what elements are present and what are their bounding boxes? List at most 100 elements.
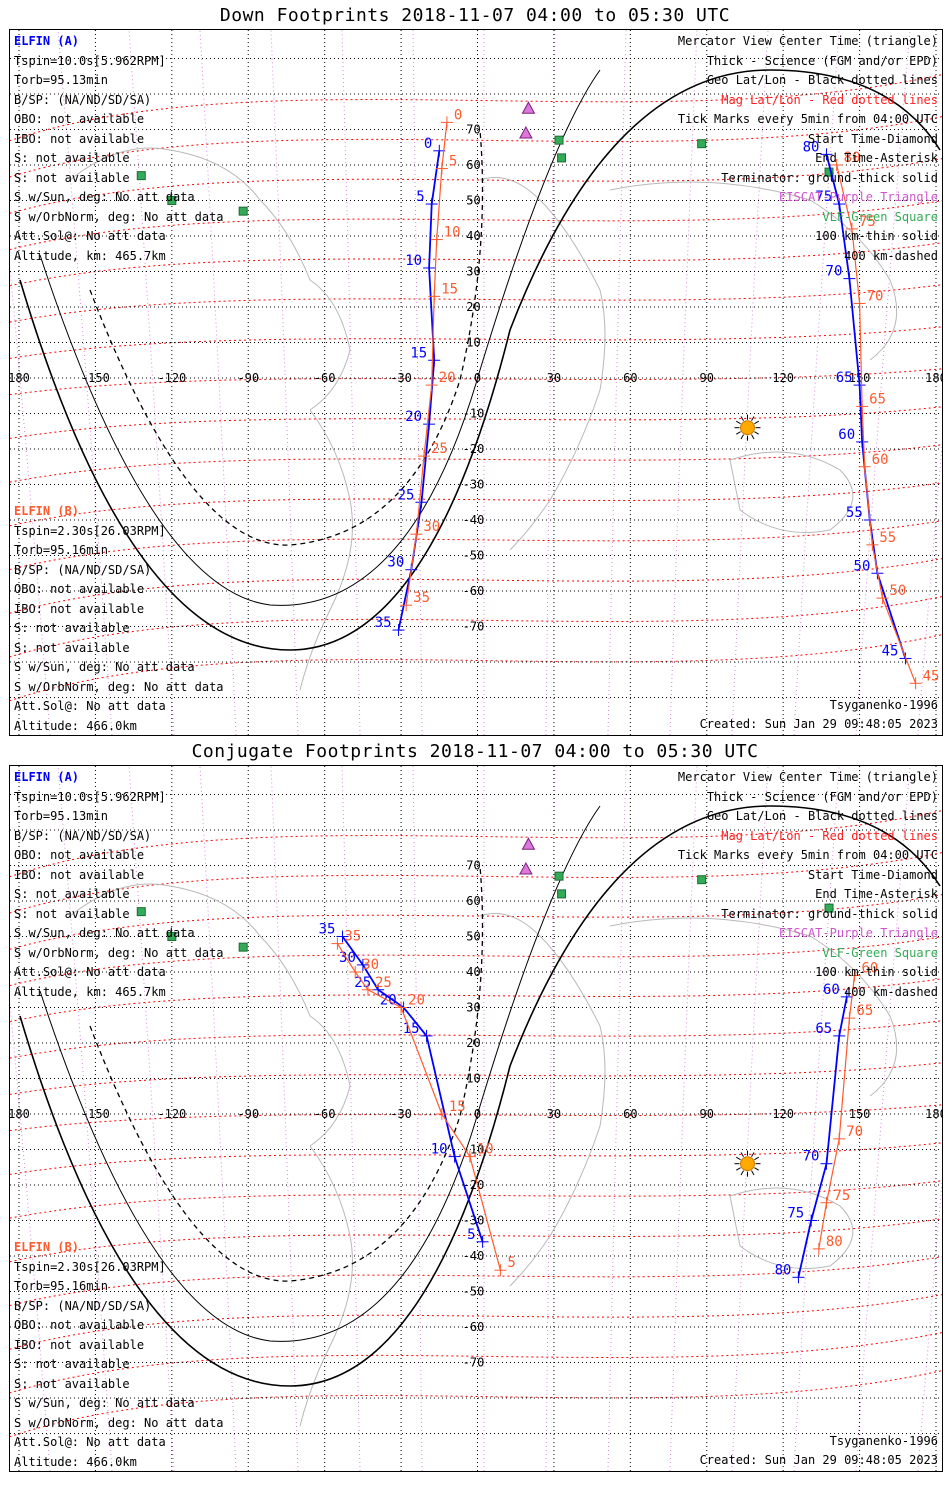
lat-tick-label: -50: [463, 549, 485, 563]
elfin-a-line: IBO: not available: [14, 131, 145, 146]
elfin-a-time-label: 0: [424, 136, 432, 152]
elfin-b-line: B/SP: (NA/ND/SD/SA): [14, 562, 152, 577]
elfin-b-time-label: 55: [879, 530, 896, 546]
elfin-a-line: Altitude, km: 465.7km: [14, 984, 166, 999]
mag-meridian: [199, 766, 237, 1471]
elfin-b-time-label: 20: [408, 993, 425, 1009]
elfin-b-time-label: 5: [449, 154, 457, 170]
elfin-b-line: Att.Sol@: No att data: [14, 699, 166, 713]
legend-item: End Time-Asterisk: [815, 151, 938, 165]
elfin-b-time-label: 35: [344, 929, 361, 945]
legend-item: 400 km-dashed: [844, 984, 938, 999]
lon-tick-label: -150: [81, 371, 110, 385]
lat-tick-label: 20: [466, 300, 480, 314]
elfin-a-line: S: not available: [14, 151, 130, 165]
elfin-a-line: S: not available: [14, 170, 130, 185]
elfin-a-line: S w/OrbNorm, deg: No att data: [14, 945, 224, 960]
sun-ray: [751, 1170, 755, 1176]
elfin-a-track: [397, 150, 441, 631]
lon-tick-label: -120: [157, 371, 186, 385]
panel-1-title: Down Footprints 2018-11-07 04:00 to 05:3…: [219, 5, 731, 26]
elfin-a-time-label: 75: [787, 1206, 804, 1222]
mag-latitude-line: [10, 520, 942, 571]
mag-meridian: [607, 30, 627, 735]
legend-item: Mag Lat/Lon - Red dotted lines: [721, 92, 938, 107]
elfin-b-time-label: 80: [826, 1234, 843, 1250]
elfin-a-header: ELFIN (A): [14, 770, 80, 784]
eiscat-triangle-icon: [519, 126, 533, 139]
elfin-b-info: ELFIN (B) Tspin=2.30s[26.03RPM] Torb=95.…: [14, 1238, 224, 1471]
elfin-a-line: Tspin=10.0s[5.962RPM]: [14, 789, 166, 804]
legend: Mercator View Center Time (triangle) Thi…: [678, 32, 938, 266]
elfin-b-line: Altitude: 466.0km: [14, 1454, 137, 1469]
mag-meridian: [669, 766, 698, 1471]
elfin-a-header: ELFIN (A): [14, 34, 80, 48]
lon-tick-label: 0: [474, 1107, 481, 1121]
sun-ray: [740, 1170, 744, 1176]
elfin-a-time-label: 45: [882, 643, 899, 659]
coastline: [479, 177, 606, 551]
lon-tick-label: -60: [314, 1107, 336, 1121]
vlf-station-icon: [697, 139, 707, 149]
elfin-b-line: Att.Sol@: No att data: [14, 1435, 166, 1449]
elfin-b-track: [836, 164, 917, 684]
elfin-a-line: Torb=95.13min: [14, 809, 108, 823]
mag-meridian: [855, 766, 911, 1471]
vlf-station-icon: [557, 153, 567, 163]
vlf-station-icon: [697, 875, 707, 885]
elfin-b-time-label: 30: [423, 519, 440, 535]
mag-latitude-line: [10, 1332, 942, 1394]
elfin-a-time-label: 80: [775, 1262, 792, 1278]
lat-tick-label: 40: [466, 965, 480, 979]
elfin-a-time-label: 35: [375, 615, 392, 631]
elfin-a-time-label: 55: [846, 505, 863, 521]
elfin-a-time-label: 10: [405, 253, 422, 269]
terminator-ground: [19, 805, 941, 1387]
mag-latitude-line: [10, 73, 942, 142]
elfin-b-time-label: 30: [362, 957, 379, 973]
elfin-b-time-label: 25: [375, 975, 392, 991]
elfin-a-line: Att.Sol@: No att data: [14, 229, 166, 243]
elfin-b-time-label: 65: [856, 1003, 873, 1019]
vlf-station-icon: [554, 871, 564, 881]
elfin-b-time-label: 80: [844, 150, 861, 166]
mag-meridian: [199, 30, 237, 735]
panel-2-title: Conjugate Footprints 2018-11-07 04:00 to…: [191, 741, 759, 762]
lat-tick-label: 50: [466, 194, 480, 208]
elfin-b-header: ELFIN (B): [14, 1240, 80, 1254]
vlf-station-icon: [824, 167, 834, 177]
mag-latitude-line: [10, 368, 942, 396]
mag-meridian: [128, 766, 175, 1471]
model-label: Tsyganenko-1996: [829, 697, 938, 712]
lat-tick-label: -50: [463, 1285, 485, 1299]
legend-item: EISCAT-Purple Triangle: [779, 190, 938, 204]
elfin-b-line: OBO: not available: [14, 582, 145, 596]
elfin-b-time-label: 70: [867, 288, 884, 304]
elfin-a-time-label: 15: [410, 345, 427, 361]
mag-meridian: [917, 1176, 942, 1471]
elfin-b-time-label: 75: [833, 1188, 850, 1204]
elfin-a-line: OBO: not available: [14, 848, 145, 862]
legend-item: Start Time-Diamond: [807, 867, 938, 882]
mag-latitude-line: [10, 558, 942, 614]
vlf-station-icon: [238, 942, 248, 952]
lon-tick-label: -90: [237, 1107, 259, 1121]
eiscat-triangle-icon: [519, 862, 533, 875]
lat-tick-label: 70: [466, 859, 480, 873]
mag-latitude-line: [10, 200, 942, 251]
created-label: Created: Sun Jan 29 09:48:05 2023: [699, 1452, 938, 1467]
mag-latitude-line: [10, 1020, 942, 1059]
coastline: [609, 181, 898, 361]
elfin-a-line: S w/Sun, deg: No att data: [14, 926, 195, 940]
lon-tick-label: 120: [772, 1107, 794, 1121]
sun-ray: [751, 1152, 755, 1158]
mag-latitude-line: [10, 596, 942, 658]
coastline: [69, 147, 351, 411]
elfin-a-line: S w/OrbNorm, deg: No att data: [14, 209, 224, 224]
lat-tick-label: 50: [466, 930, 480, 944]
sun-ray: [735, 431, 741, 435]
coastline: [609, 917, 898, 1097]
lat-tick-label: -30: [463, 1214, 485, 1228]
mag-latitude-line: [10, 1294, 942, 1350]
legend-item: Thick - Science (FGM and/or EPD): [706, 789, 938, 804]
